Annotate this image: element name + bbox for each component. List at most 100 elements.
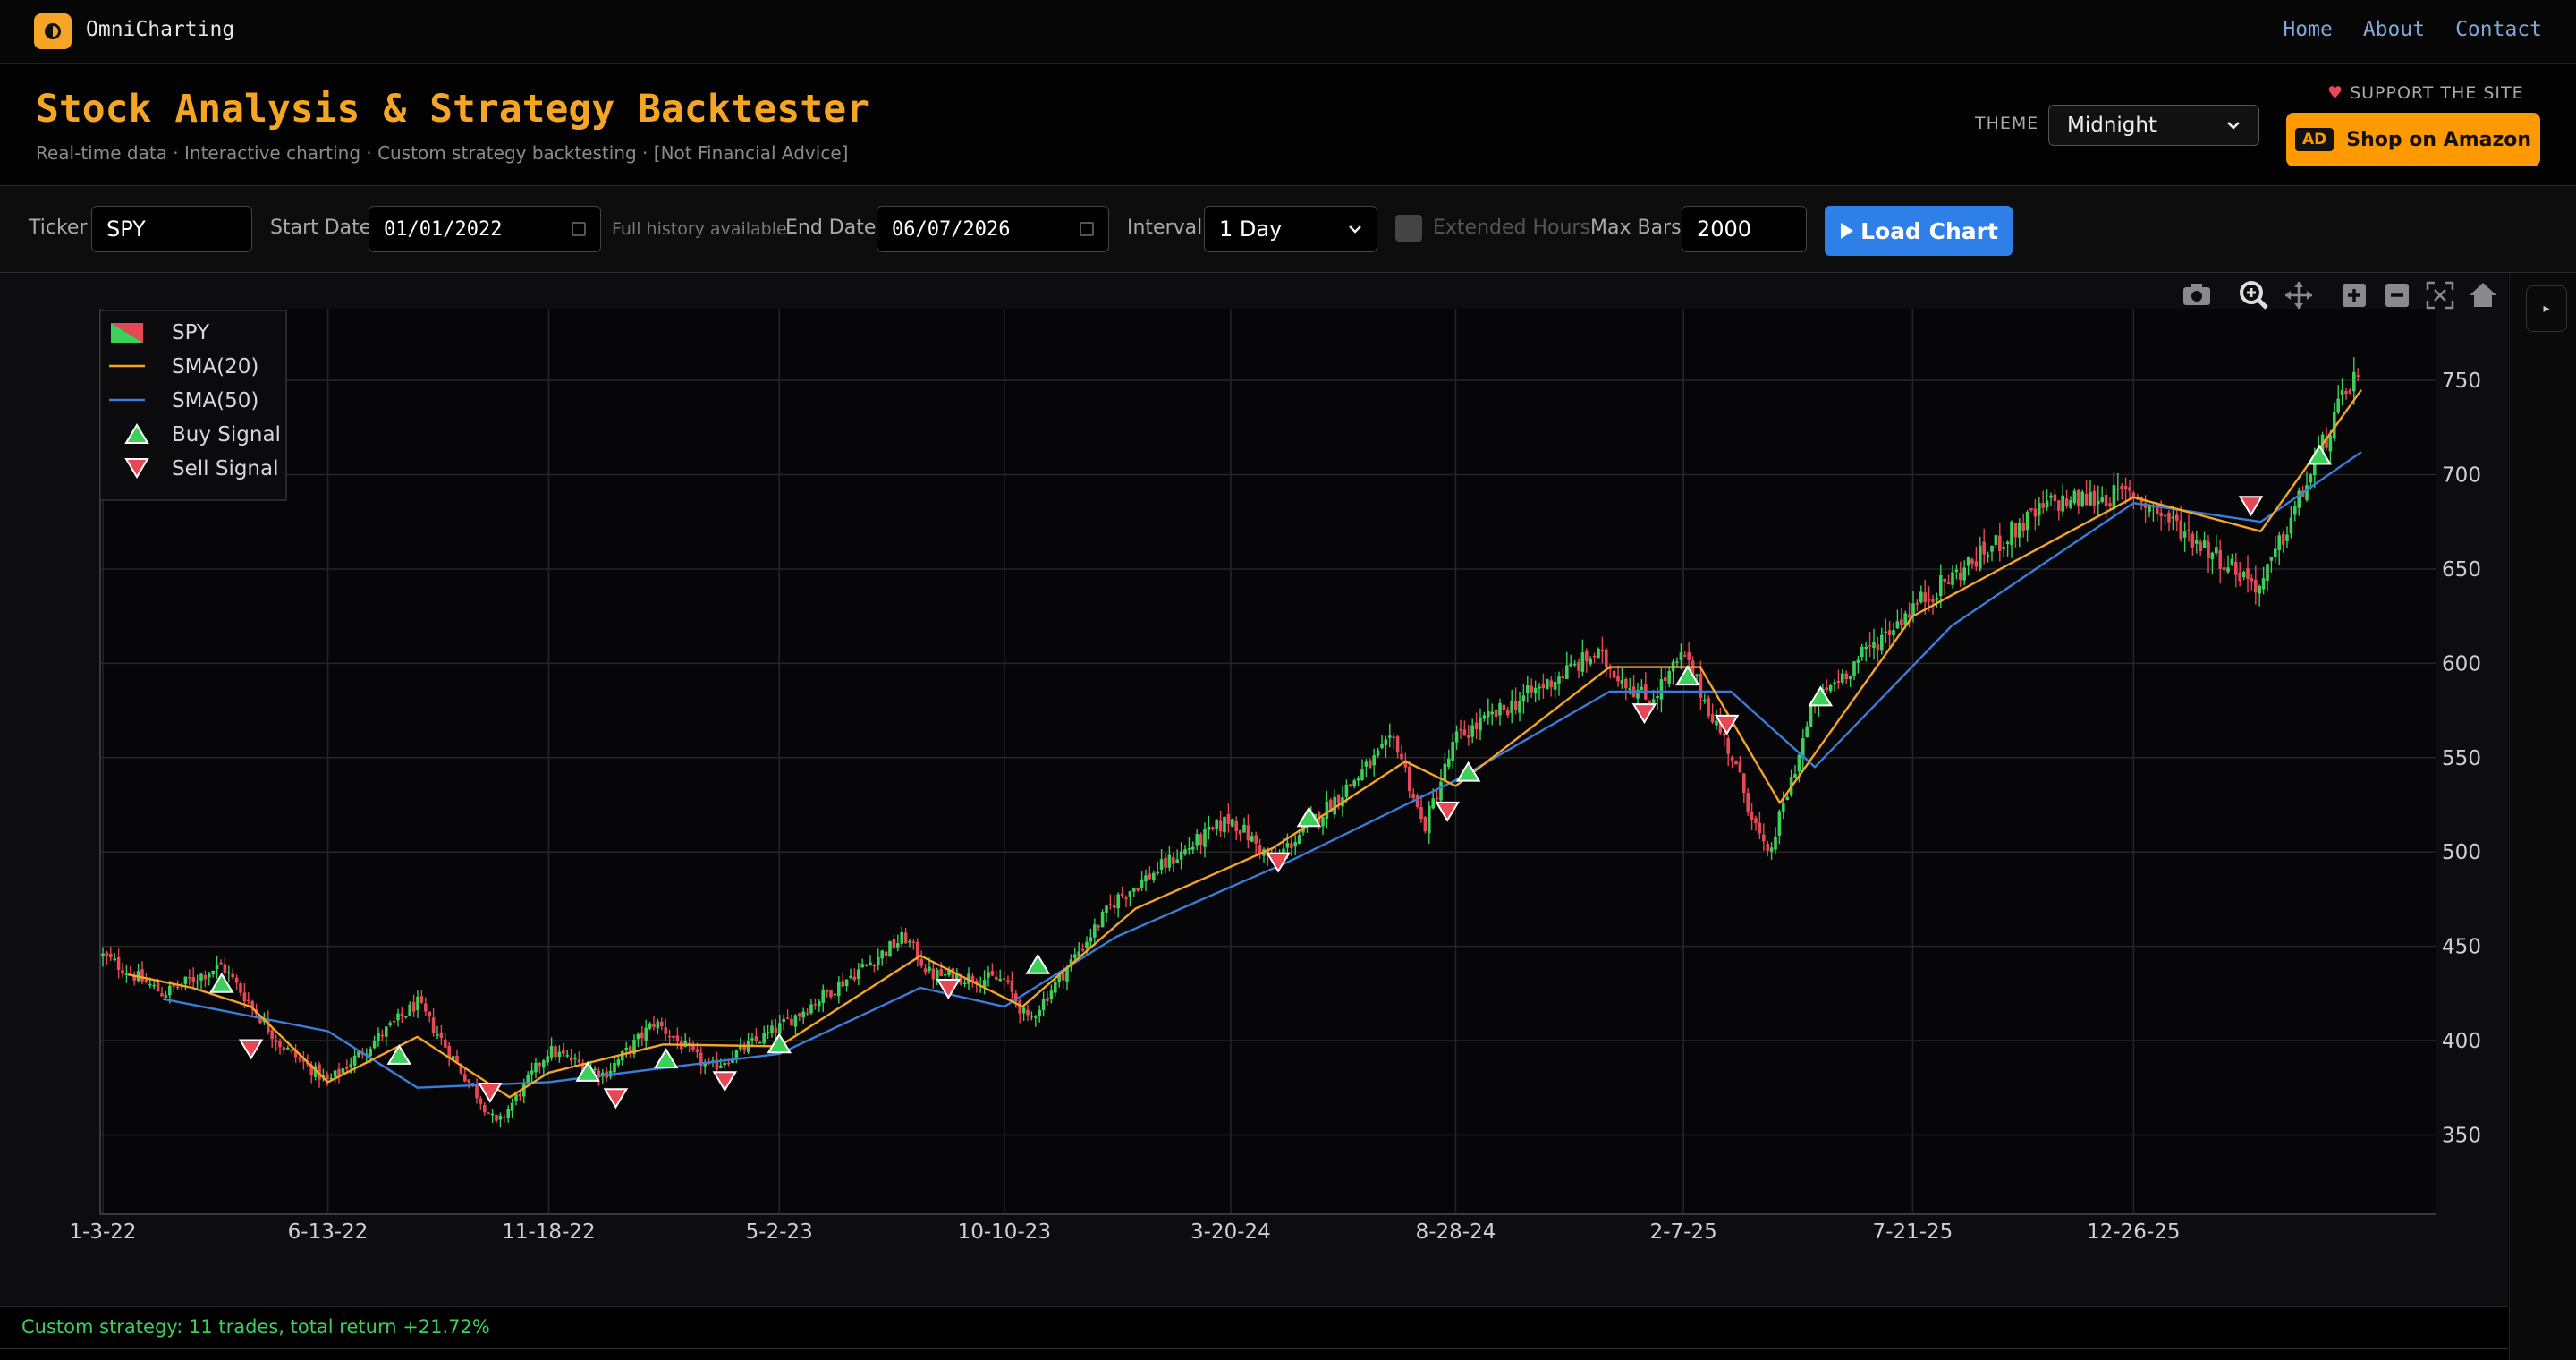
y-tick-label: 350 <box>2442 1124 2481 1147</box>
buy-signal-marker <box>1808 685 1834 707</box>
candle-body <box>274 1040 278 1042</box>
end-date-input[interactable]: 06/07/2026 <box>877 206 1109 252</box>
shop-amazon-button[interactable]: AD Shop on Amazon <box>2286 113 2540 166</box>
candle-body <box>1132 887 1136 892</box>
candle-body <box>278 1041 282 1048</box>
candle-body <box>2179 520 2182 540</box>
candle-body <box>455 1055 459 1063</box>
candle-body <box>1215 820 1218 829</box>
candle-body <box>762 1032 766 1044</box>
candle-body <box>695 1049 699 1052</box>
candle-body <box>2175 514 2179 521</box>
candle-body <box>1108 904 1113 905</box>
logo-icon[interactable] <box>34 13 72 49</box>
candle-body <box>203 974 208 980</box>
candle-body <box>857 969 860 979</box>
candle-body <box>2352 371 2356 392</box>
candle-body <box>1297 835 1301 844</box>
candle-body <box>1006 980 1010 982</box>
candle-body <box>1470 725 1474 737</box>
candle-body <box>144 979 148 982</box>
candle-body <box>790 1018 793 1026</box>
candle-body <box>1903 613 1907 625</box>
candle-body <box>1675 661 1679 663</box>
load-chart-button[interactable]: Load Chart <box>1825 206 2012 256</box>
zoom-lens <box>2240 281 2263 304</box>
theme-select[interactable]: Midnight <box>2048 105 2259 146</box>
candle-body <box>1336 794 1341 804</box>
candle-body <box>1651 699 1656 703</box>
candle-body <box>2080 491 2084 506</box>
candle-body <box>1836 680 1841 683</box>
camera-icon[interactable] <box>2183 284 2210 305</box>
candle-body <box>101 953 105 957</box>
zoom-out-icon[interactable] <box>2385 284 2409 307</box>
candle-body <box>990 970 995 976</box>
home-icon[interactable] <box>2470 283 2496 307</box>
start-date-input[interactable]: 01/01/2022 <box>369 206 601 252</box>
candle-body <box>357 1050 360 1058</box>
candle-body <box>1116 894 1120 909</box>
candle-body <box>2167 512 2171 523</box>
candle-body <box>1979 545 1982 569</box>
candle-body <box>2207 541 2210 559</box>
ticker-input[interactable]: SPY <box>91 206 252 252</box>
calendar-icon[interactable] <box>1080 222 1094 236</box>
max-bars-input[interactable]: 2000 <box>1682 206 1807 252</box>
y-tick-label: 750 <box>2442 370 2481 393</box>
candle-body <box>215 964 219 970</box>
nav-link-contact[interactable]: Contact <box>2455 18 2542 41</box>
candle-body <box>1864 646 1868 650</box>
interval-select[interactable]: 1 Day <box>1204 206 1377 252</box>
candle-body <box>1124 897 1128 899</box>
candle-body <box>2077 489 2080 506</box>
candle-body <box>1510 700 1513 713</box>
candle-body <box>1640 686 1644 691</box>
candle-body <box>1541 684 1546 689</box>
candle-body <box>1746 793 1750 812</box>
candle-body <box>959 975 962 984</box>
candle-body <box>1293 842 1297 847</box>
candle-body <box>530 1070 534 1075</box>
candle-body <box>428 1011 431 1016</box>
nav-link-home[interactable]: Home <box>2283 18 2333 41</box>
candle-body <box>1392 736 1395 739</box>
zoom-icon[interactable] <box>2240 281 2268 310</box>
candle-body <box>1699 673 1703 698</box>
pan-icon[interactable] <box>2285 282 2312 309</box>
candle-body <box>813 1004 818 1006</box>
end-date-label: End Date <box>785 217 877 239</box>
candle-body <box>270 1030 274 1039</box>
candle-body <box>1943 578 1946 582</box>
candle-body <box>546 1056 549 1063</box>
candle-body <box>1113 905 1116 908</box>
candle-body <box>1565 665 1569 679</box>
nav-link-about[interactable]: About <box>2362 18 2426 41</box>
calendar-icon[interactable] <box>572 222 586 236</box>
candle-body <box>2297 490 2301 508</box>
candle-body <box>664 1027 667 1034</box>
candle-body <box>766 1032 770 1034</box>
candle-body <box>1782 802 1785 812</box>
zoom-in-icon[interactable] <box>2343 284 2366 307</box>
price-chart[interactable]: 350 400 450 500 550 600 650 700 750 1-3-22 6-13-22… <box>0 273 2508 1306</box>
sell-signal-marker <box>1435 801 1460 822</box>
sma50-line <box>162 451 2362 1089</box>
candle-body <box>404 1016 408 1018</box>
candle-body <box>903 932 908 944</box>
extended-hours-checkbox[interactable] <box>1395 215 1422 242</box>
x-tick-label: 7-21-25 <box>1873 1220 1953 1244</box>
brand-name[interactable]: OmniCharting <box>86 18 235 41</box>
candle-body <box>1707 698 1710 717</box>
candle-body <box>1242 824 1246 833</box>
candle-body <box>333 1070 337 1077</box>
candle-body <box>1962 567 1966 581</box>
candle-body <box>1187 848 1191 850</box>
autoscale-icon[interactable] <box>2426 281 2454 310</box>
candle-body <box>1592 655 1597 658</box>
y-tick-label: 600 <box>2442 652 2481 676</box>
candle-body <box>1911 603 1915 616</box>
panel-toggle-button[interactable]: ▸ <box>2526 285 2567 332</box>
candle-body <box>1419 806 1423 820</box>
candle-body <box>1841 673 1844 683</box>
